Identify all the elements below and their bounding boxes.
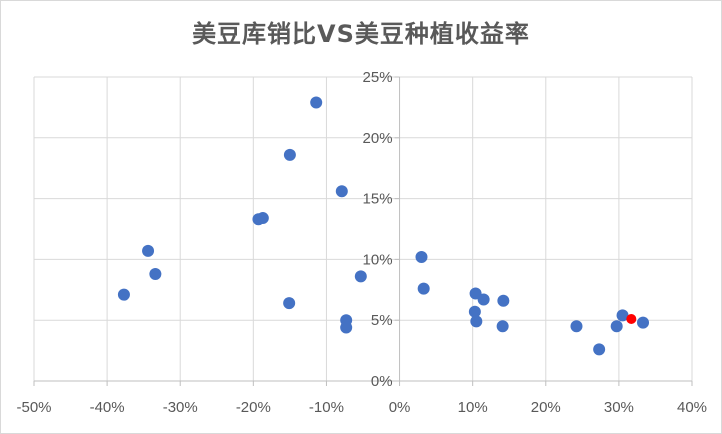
x-tick-label: -20% — [236, 399, 271, 416]
data-point — [417, 282, 430, 295]
x-tick-label: 40% — [677, 399, 707, 416]
data-point — [610, 320, 623, 333]
data-points — [117, 96, 650, 356]
chart-title: 美豆库销比VS美豆种植收益率 — [192, 20, 530, 48]
x-tick-label: 10% — [458, 399, 488, 416]
data-point — [340, 321, 353, 334]
y-tick-label: 0% — [371, 373, 393, 390]
data-point — [310, 96, 323, 109]
x-tick-label: -40% — [90, 399, 125, 416]
data-point — [570, 320, 583, 333]
x-tick-label: -50% — [16, 399, 51, 416]
data-point — [117, 288, 130, 301]
data-point — [470, 315, 483, 328]
x-tick-label: 30% — [604, 399, 634, 416]
highlight-point — [626, 313, 637, 324]
y-tick-label: 20% — [363, 130, 393, 147]
data-point — [477, 293, 490, 306]
data-point — [496, 320, 509, 333]
data-point — [142, 244, 155, 257]
y-tick-label: 5% — [371, 312, 393, 329]
data-point — [283, 148, 296, 161]
data-point — [468, 305, 481, 318]
x-tick-label: 20% — [531, 399, 561, 416]
data-point — [415, 250, 428, 263]
data-point — [497, 294, 510, 307]
data-point — [256, 212, 269, 225]
data-point — [616, 309, 629, 322]
grid-lines — [33, 76, 693, 381]
data-point — [283, 297, 296, 310]
tick-labels: -50% -40% -30% -20% -10% 0% 10% 20% 30% 40% 0% 5% 10… — [16, 69, 707, 416]
data-point — [335, 185, 348, 198]
data-point — [637, 316, 650, 329]
x-tick-label: -30% — [163, 399, 198, 416]
data-point — [149, 267, 162, 280]
y-tick-label: 15% — [363, 191, 393, 208]
data-point — [593, 343, 606, 356]
axes — [33, 76, 693, 386]
x-tick-label: 0% — [389, 399, 411, 416]
y-tick-label: 10% — [363, 251, 393, 268]
data-point — [354, 270, 367, 283]
y-tick-label: 25% — [363, 69, 393, 86]
x-tick-label: -10% — [309, 399, 344, 416]
